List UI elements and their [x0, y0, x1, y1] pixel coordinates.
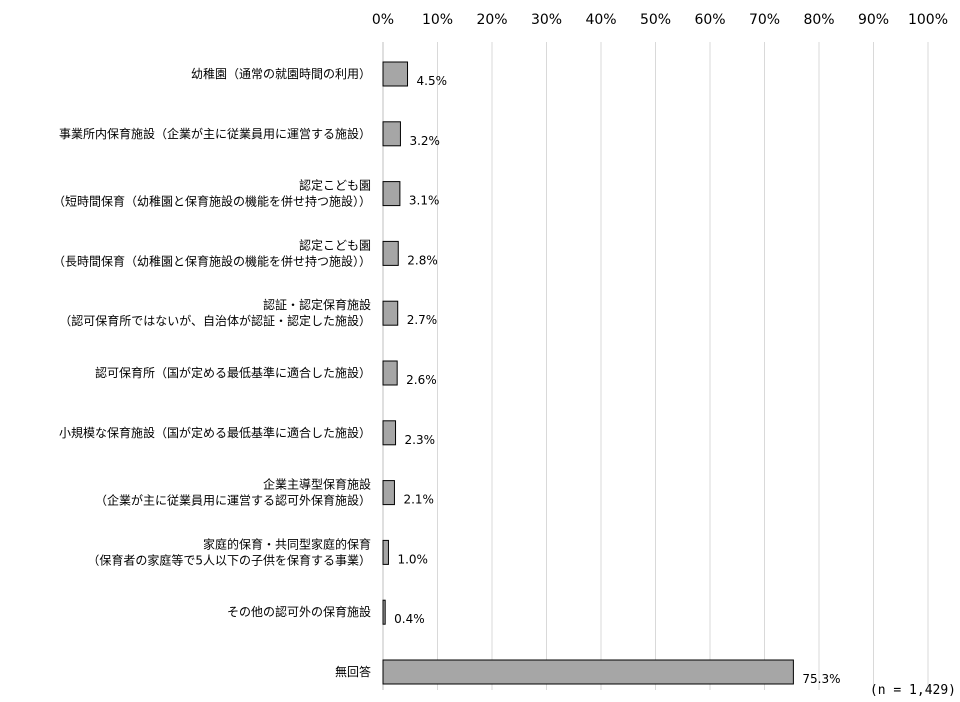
data-label: 3.1%	[409, 194, 440, 208]
category-label: （短時間保育（幼稚園と保育施設の機能を併せ持つ施設））	[53, 194, 371, 209]
data-label: 2.3%	[405, 433, 436, 447]
x-tick-label: 90%	[858, 12, 889, 28]
x-tick-label: 80%	[803, 12, 834, 28]
bar	[382, 480, 395, 506]
data-label: 2.8%	[407, 253, 438, 267]
sample-size-note: (n = 1,429)	[869, 683, 956, 698]
data-label: 4.5%	[417, 74, 448, 88]
category-label: 認定こども園	[299, 178, 371, 193]
category-label: 幼稚園（通常の就園時間の利用）	[191, 67, 371, 81]
bar	[382, 599, 386, 625]
bar	[382, 181, 401, 207]
x-tick-label: 0%	[372, 12, 394, 28]
x-tick-label: 70%	[749, 12, 780, 28]
data-label: 2.1%	[403, 493, 434, 507]
bar	[382, 61, 409, 87]
bar	[382, 300, 399, 326]
category-label: 認定こども園	[299, 237, 371, 252]
x-tick-label: 10%	[422, 12, 453, 28]
data-label: 75.3%	[802, 672, 840, 686]
data-label: 2.6%	[406, 373, 437, 387]
category-label: その他の認可外の保育施設	[227, 604, 371, 619]
category-label: 家庭的保育・共同型家庭的保育	[203, 536, 371, 551]
category-label: 無回答	[335, 664, 371, 679]
category-label: （保育者の家庭等で5人以下の子供を保育する事業）	[87, 552, 371, 567]
x-tick-label: 50%	[640, 12, 671, 28]
category-label: 認可保育所（国が定める最低基準に適合した施設）	[95, 365, 371, 380]
bar	[382, 420, 397, 446]
data-label: 3.2%	[409, 134, 440, 148]
data-label: 2.7%	[407, 313, 438, 327]
bar	[382, 121, 401, 147]
bar	[382, 360, 398, 386]
category-label: （長時間保育（幼稚園と保育施設の機能を併せ持つ施設））	[53, 253, 371, 268]
bar	[382, 539, 389, 565]
category-label: 認証・認定保育施設	[263, 297, 371, 312]
data-label: 0.4%	[394, 612, 425, 626]
bar	[382, 240, 399, 266]
data-label: 1.0%	[397, 552, 428, 566]
x-tick-label: 60%	[694, 12, 725, 28]
x-tick-label: 100%	[908, 12, 948, 28]
category-label: 小規模な保育施設（国が定める最低基準に適合した施設）	[59, 425, 371, 440]
category-label: 事業所内保育施設（企業が主に従業員用に運営する施設）	[59, 126, 371, 141]
x-tick-label: 30%	[531, 12, 562, 28]
category-label: （認可保育所ではないが、自治体が認証・認定した施設）	[59, 313, 371, 328]
category-label: 企業主導型保育施設	[263, 477, 371, 492]
category-label: （企業が主に従業員用に運営する認可外保育施設）	[95, 493, 371, 508]
x-tick-label: 20%	[476, 12, 507, 28]
x-tick-label: 40%	[585, 12, 616, 28]
bar	[382, 659, 794, 685]
